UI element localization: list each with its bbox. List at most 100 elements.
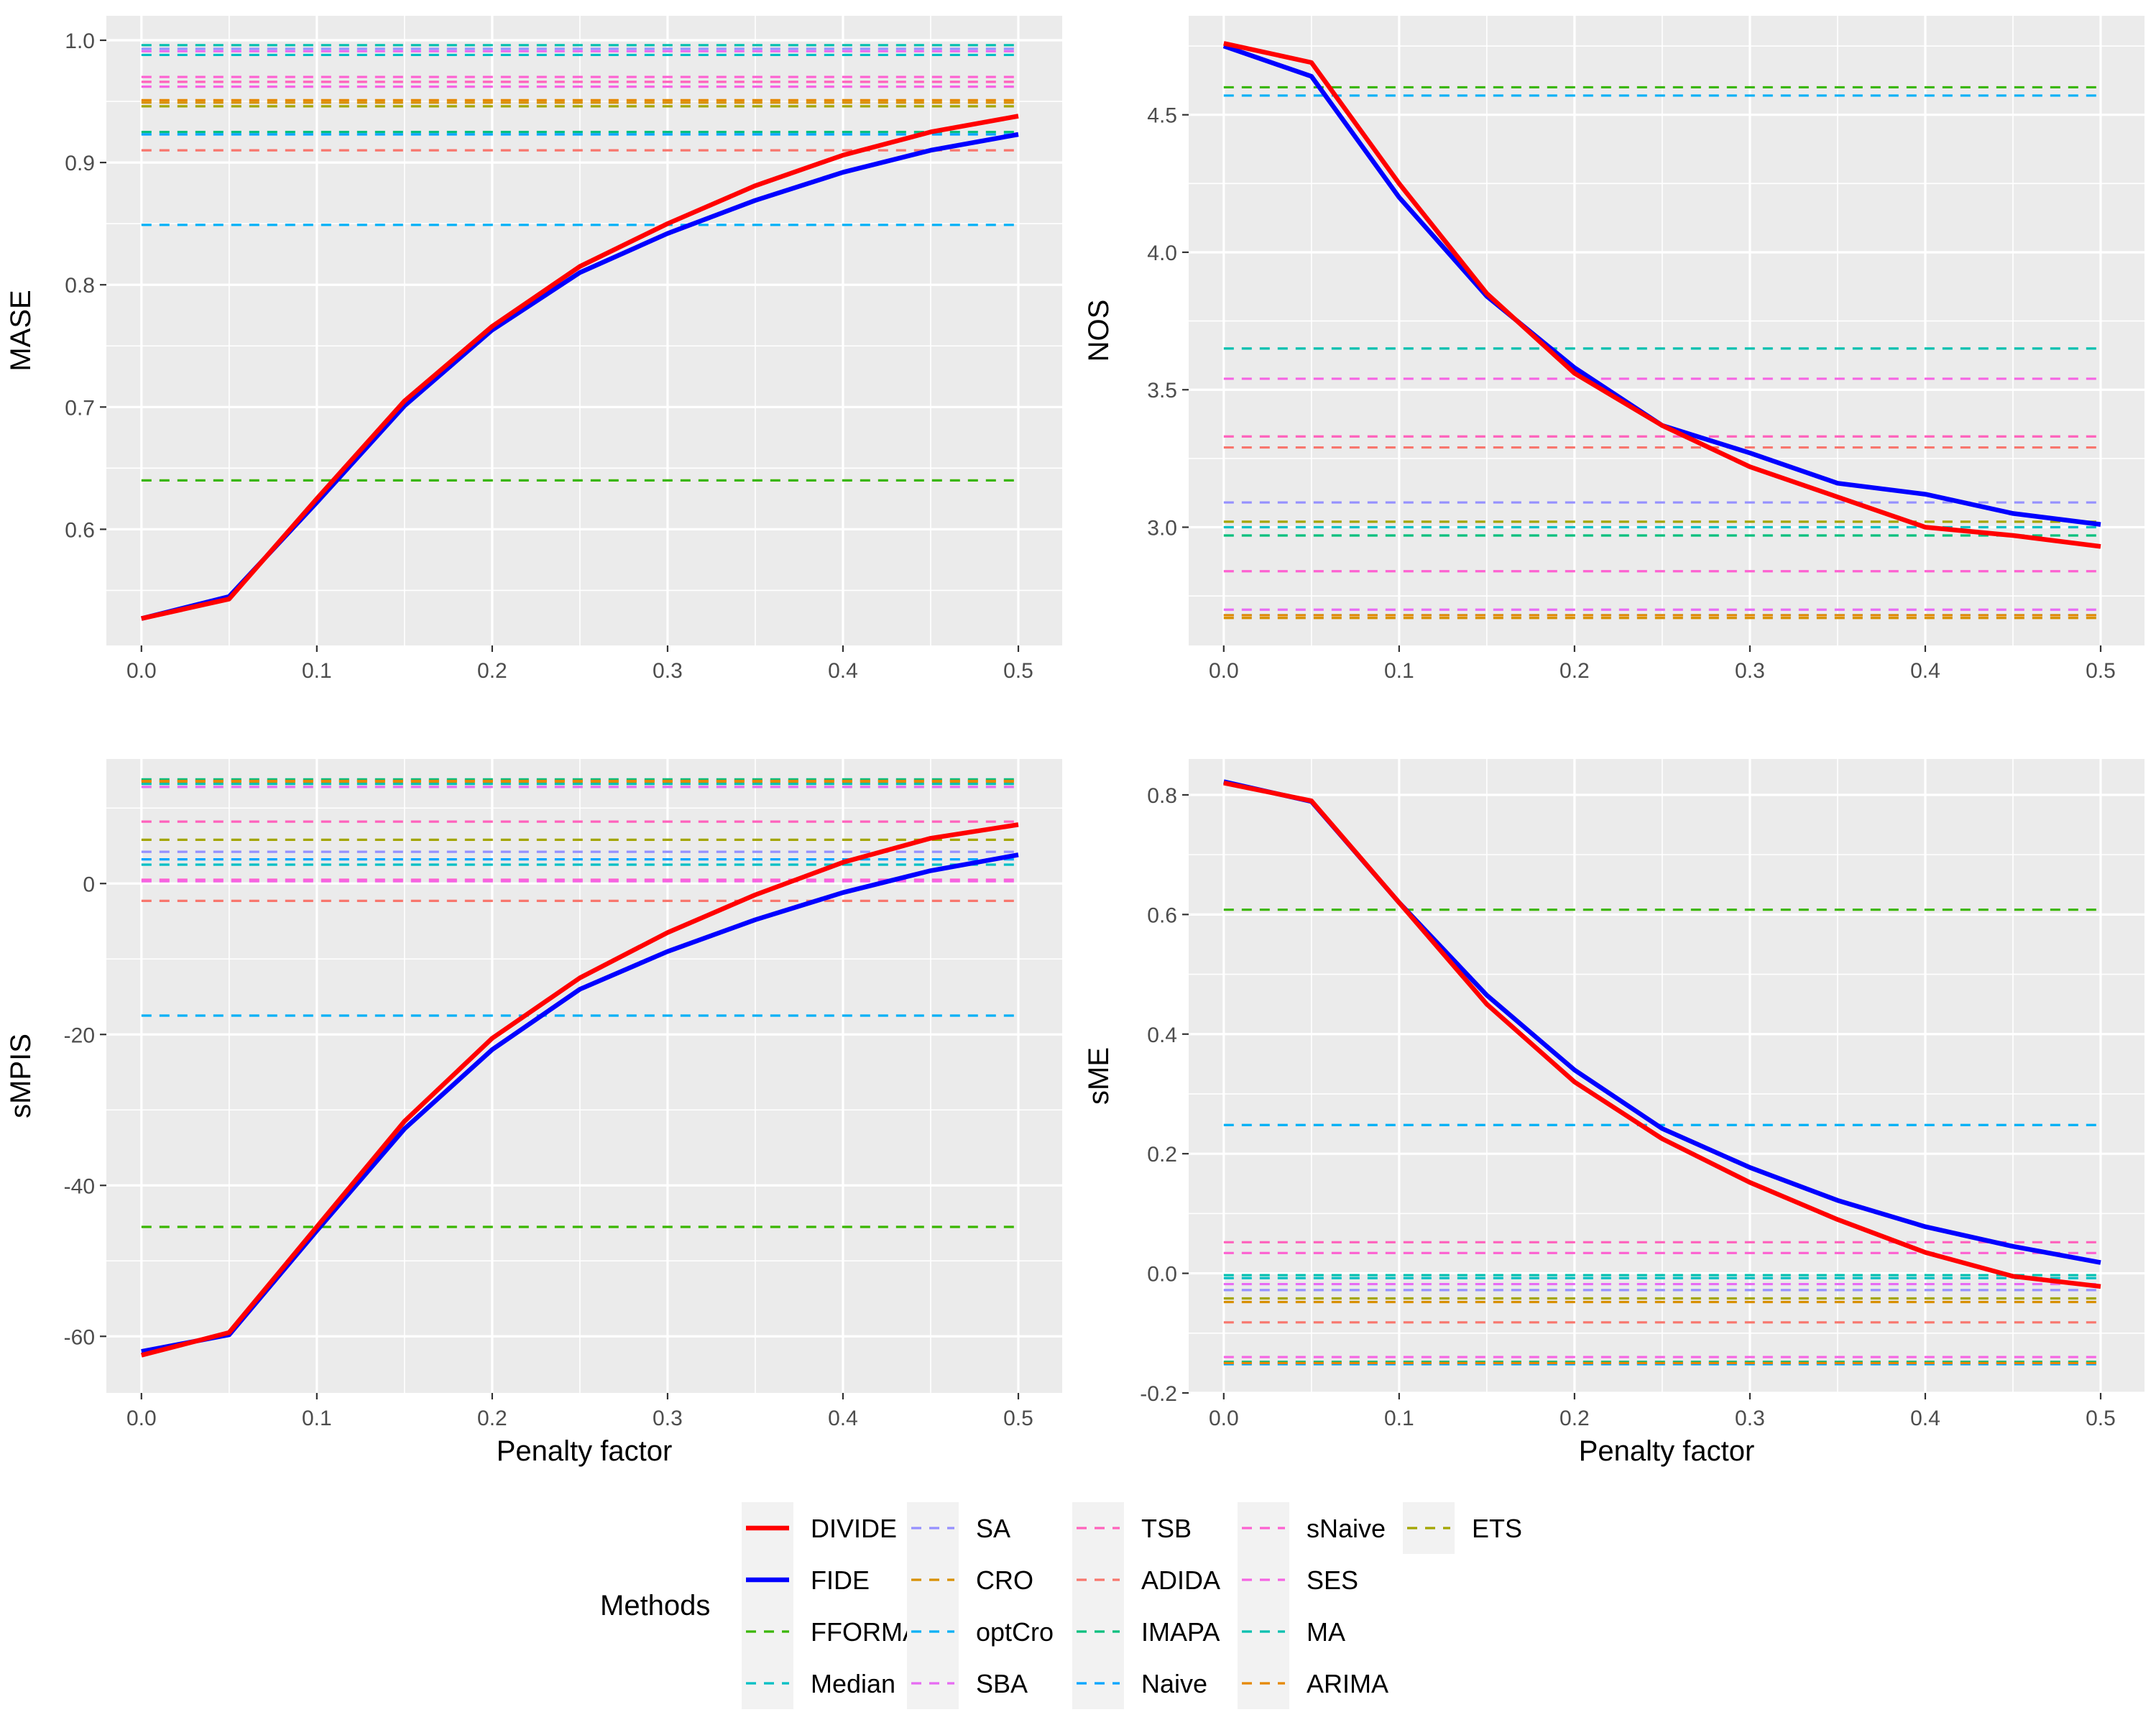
legend-item-sa: SA bbox=[907, 1502, 1010, 1554]
y-tick-label: -40 bbox=[64, 1174, 95, 1198]
x-tick-label: 0.4 bbox=[828, 1407, 858, 1430]
panel-mase-x-axis: 0.0 0.1 0.2 0.3 0.4 0.5 bbox=[126, 645, 1033, 683]
panel-nos: 0.0 0.1 0.2 0.3 0.4 0.5 3.0 3.5 4.0 4.5 NOS bbox=[1083, 16, 2145, 683]
x-tick-label: 0.1 bbox=[302, 1407, 332, 1430]
x-tick-label: 0.5 bbox=[2086, 1407, 2116, 1430]
legend-item-ses: SES bbox=[1238, 1554, 1358, 1606]
legend-title: Methods bbox=[600, 1590, 710, 1622]
panel-nos-y-axis: 3.0 3.5 4.0 4.5 bbox=[1147, 104, 1189, 540]
legend-label: ADIDA bbox=[1141, 1565, 1220, 1595]
panel-sme-x-axis-title: Penalty factor bbox=[1579, 1435, 1755, 1467]
x-tick-label: 0.5 bbox=[2086, 659, 2116, 683]
x-tick-label: 0.4 bbox=[828, 659, 858, 683]
y-tick-label: 0.2 bbox=[1147, 1143, 1177, 1167]
legend-item-tsb: TSB bbox=[1072, 1502, 1192, 1554]
legend-label: IMAPA bbox=[1141, 1617, 1220, 1647]
panel-nos-x-axis: 0.0 0.1 0.2 0.3 0.4 0.5 bbox=[1209, 645, 2116, 683]
legend-item-optcro: optCro bbox=[907, 1606, 1054, 1657]
legend-label: CRO bbox=[976, 1565, 1033, 1595]
x-tick-label: 0.2 bbox=[477, 1407, 507, 1430]
panel-smpis-baselines bbox=[141, 778, 1018, 1228]
panel-sme-y-axis: -0.2 0.0 0.2 0.4 0.6 0.8 bbox=[1140, 784, 1189, 1406]
legend-label: optCro bbox=[976, 1617, 1054, 1647]
panel-mase-y-axis: 0.6 0.7 0.8 0.9 1.0 bbox=[65, 29, 106, 542]
panel-smpis-x-axis: 0.0 0.1 0.2 0.3 0.4 0.5 bbox=[126, 1393, 1033, 1430]
x-tick-label: 0.3 bbox=[653, 659, 683, 683]
legend-label: SES bbox=[1307, 1565, 1358, 1595]
legend-item-arima: ARIMA bbox=[1238, 1657, 1388, 1709]
legend-label: FFORMA bbox=[811, 1617, 920, 1647]
y-tick-label: -60 bbox=[64, 1325, 95, 1349]
panel-mase: 0.0 0.1 0.2 0.3 0.4 0.5 0.6 0.7 0.8 0.9 1.0 MASE bbox=[5, 16, 1062, 683]
y-tick-label: 0.7 bbox=[65, 396, 95, 420]
y-tick-label: 0.8 bbox=[65, 274, 95, 298]
legend-label: SA bbox=[976, 1514, 1010, 1543]
y-tick-label: -0.2 bbox=[1140, 1382, 1177, 1406]
legend-label: TSB bbox=[1141, 1514, 1192, 1543]
panel-sme-baselines bbox=[1223, 908, 2101, 1366]
legend-label: DIVIDE bbox=[811, 1514, 897, 1543]
panel-nos-background bbox=[1189, 16, 2145, 645]
legend-item-imapa: IMAPA bbox=[1072, 1606, 1220, 1657]
panel-sme: 0.0 0.1 0.2 0.3 0.4 0.5 -0.2 0.0 0.2 0.4 0.6 0.8 s… bbox=[1083, 759, 2145, 1467]
panel-smpis-x-axis-title: Penalty factor bbox=[497, 1435, 673, 1467]
panel-nos-baselines bbox=[1223, 86, 2101, 620]
x-tick-label: 0.3 bbox=[1735, 1407, 1765, 1430]
panel-nos-series bbox=[1222, 41, 2101, 549]
x-tick-label: 0.2 bbox=[1560, 659, 1590, 683]
legend-label: sNaive bbox=[1307, 1514, 1386, 1543]
panel-nos-y-axis-title: NOS bbox=[1083, 300, 1115, 362]
panel-mase-series bbox=[141, 114, 1019, 621]
panel-smpis-y-axis: -60 -40 -20 0 bbox=[64, 873, 106, 1349]
panel-sme-x-axis: 0.0 0.1 0.2 0.3 0.4 0.5 bbox=[1209, 1393, 2116, 1430]
panel-mase-baselines bbox=[141, 44, 1018, 482]
x-tick-label: 0.3 bbox=[653, 1407, 683, 1430]
x-tick-label: 0.5 bbox=[1003, 659, 1033, 683]
x-tick-label: 0.5 bbox=[1003, 1407, 1033, 1430]
legend-item-sba: SBA bbox=[907, 1657, 1028, 1709]
legend-label: Median bbox=[811, 1669, 895, 1698]
x-tick-label: 0.2 bbox=[1560, 1407, 1590, 1430]
panel-smpis-y-axis-title: sMPIS bbox=[5, 1034, 37, 1118]
legend-label: Naive bbox=[1141, 1669, 1207, 1698]
x-tick-label: 0.1 bbox=[302, 659, 332, 683]
legend-item-snaive: sNaive bbox=[1238, 1502, 1386, 1554]
legend-label: SBA bbox=[976, 1669, 1028, 1698]
y-tick-label: 3.5 bbox=[1147, 379, 1177, 402]
x-tick-label: 0.0 bbox=[1209, 1407, 1239, 1430]
legend-item-median: Median bbox=[742, 1657, 895, 1709]
panel-mase-y-axis-title: MASE bbox=[5, 290, 37, 371]
series-line-divide bbox=[141, 114, 1019, 621]
series-line-divide bbox=[1223, 781, 2101, 1289]
legend: Methods DIVIDE FIDE FFORMA Median SA CRO optCr… bbox=[600, 1502, 1522, 1709]
legend-item-fforma: FFORMA bbox=[742, 1606, 920, 1657]
legend-item-naive: Naive bbox=[1072, 1657, 1207, 1709]
y-tick-label: 0.8 bbox=[1147, 784, 1177, 808]
panel-sme-background bbox=[1189, 759, 2145, 1393]
legend-label: MA bbox=[1307, 1617, 1345, 1647]
x-tick-label: 0.3 bbox=[1735, 659, 1765, 683]
y-tick-label: 0 bbox=[83, 873, 95, 896]
y-tick-label: 1.0 bbox=[65, 29, 95, 53]
legend-label: ARIMA bbox=[1307, 1669, 1388, 1698]
x-tick-label: 0.2 bbox=[477, 659, 507, 683]
legend-item-fide: FIDE bbox=[742, 1554, 870, 1606]
panel-smpis-series bbox=[140, 822, 1019, 1358]
panel-smpis-background bbox=[106, 759, 1062, 1393]
panel-sme-series bbox=[1223, 779, 2101, 1289]
x-tick-label: 0.1 bbox=[1384, 659, 1414, 683]
panel-mase-background bbox=[106, 16, 1062, 645]
x-tick-label: 0.0 bbox=[126, 1407, 157, 1430]
legend-item-cro: CRO bbox=[907, 1554, 1033, 1606]
y-tick-label: 0.6 bbox=[65, 518, 95, 542]
y-tick-label: 0.4 bbox=[1147, 1024, 1177, 1047]
y-tick-label: 0.9 bbox=[65, 152, 95, 175]
y-tick-label: -20 bbox=[64, 1024, 95, 1047]
panel-mase-grid bbox=[106, 16, 1062, 645]
legend-items: DIVIDE FIDE FFORMA Median SA CRO optCro SBA TSB A… bbox=[742, 1502, 1522, 1709]
x-tick-label: 0.0 bbox=[126, 659, 157, 683]
panel-sme-y-axis-title: sME bbox=[1083, 1047, 1115, 1105]
panel-smpis: 0.0 0.1 0.2 0.3 0.4 0.5 -60 -40 -20 0 sMPIS Pena… bbox=[5, 759, 1062, 1467]
legend-label: ETS bbox=[1472, 1514, 1522, 1543]
